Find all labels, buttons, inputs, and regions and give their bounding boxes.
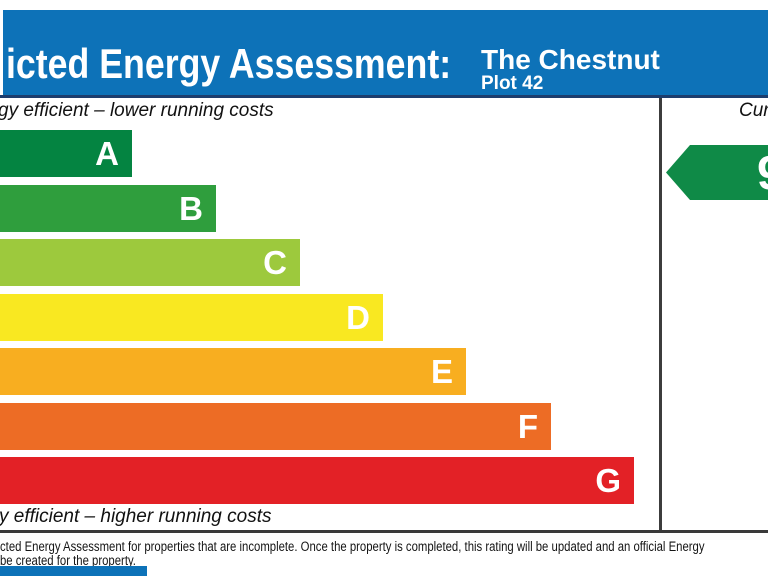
epc-band-letter: C [263,244,287,281]
epc-band-bar: G [0,457,634,504]
footnote-line-1: cted Energy Assessment for properties th… [0,539,705,554]
epc-band-row-f: F [0,402,660,450]
panel-top-border [0,95,768,98]
footnote-line-2: be created for the property. [0,553,136,568]
property-info: The Chestnut Plot 42 [481,44,660,94]
current-column-header: Cur [739,100,768,121]
epc-band-bar: C [0,239,300,286]
efficient-label-bottom: y efficient – higher running costs [0,506,272,527]
current-rating-value: 9 [757,145,768,200]
epc-band-row-e: E [0,348,660,395]
header-banner: icted Energy Assessment: The Chestnut Pl… [3,10,768,95]
page-title: icted Energy Assessment: [6,40,452,87]
column-divider [659,98,662,530]
epc-band-letter: B [179,189,203,227]
epc-band-row-b: B [0,184,660,232]
epc-band-row-a: A [0,130,660,177]
current-rating-arrow: 9 [666,145,768,200]
epc-band-bar: F [0,402,551,450]
epc-band-bar: D [0,293,383,341]
epc-band-letter: F [517,407,538,445]
epc-band-bar: A [0,130,132,177]
epc-band-row-c: C [0,239,660,286]
plot-number: Plot 42 [481,73,544,94]
epc-band-bar: B [0,184,216,232]
epc-band-letter: D [346,298,370,336]
epc-band-letter: G [595,462,621,499]
epc-band-row-d: D [0,293,660,341]
epc-band-letter: E [430,353,453,390]
epc-band-row-g: G [0,457,660,504]
epc-band-chart: A B C D E F G [0,130,660,512]
panel-bottom-border [0,529,768,533]
property-name: The Chestnut [481,44,660,75]
efficient-label-top: gy efficient – lower running costs [0,100,274,121]
next-section-banner-edge [0,565,147,576]
epc-band-letter: A [95,135,119,172]
epc-band-bar: E [0,348,466,395]
